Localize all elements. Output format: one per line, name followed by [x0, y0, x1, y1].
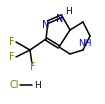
Text: F: F — [9, 37, 15, 47]
Text: F: F — [30, 62, 36, 72]
Text: H: H — [34, 80, 41, 90]
Text: F: F — [9, 52, 15, 62]
Text: N: N — [56, 14, 64, 24]
Text: NH: NH — [78, 38, 92, 48]
Text: N: N — [42, 20, 50, 30]
Text: H: H — [66, 7, 72, 17]
Text: Cl: Cl — [10, 80, 20, 90]
